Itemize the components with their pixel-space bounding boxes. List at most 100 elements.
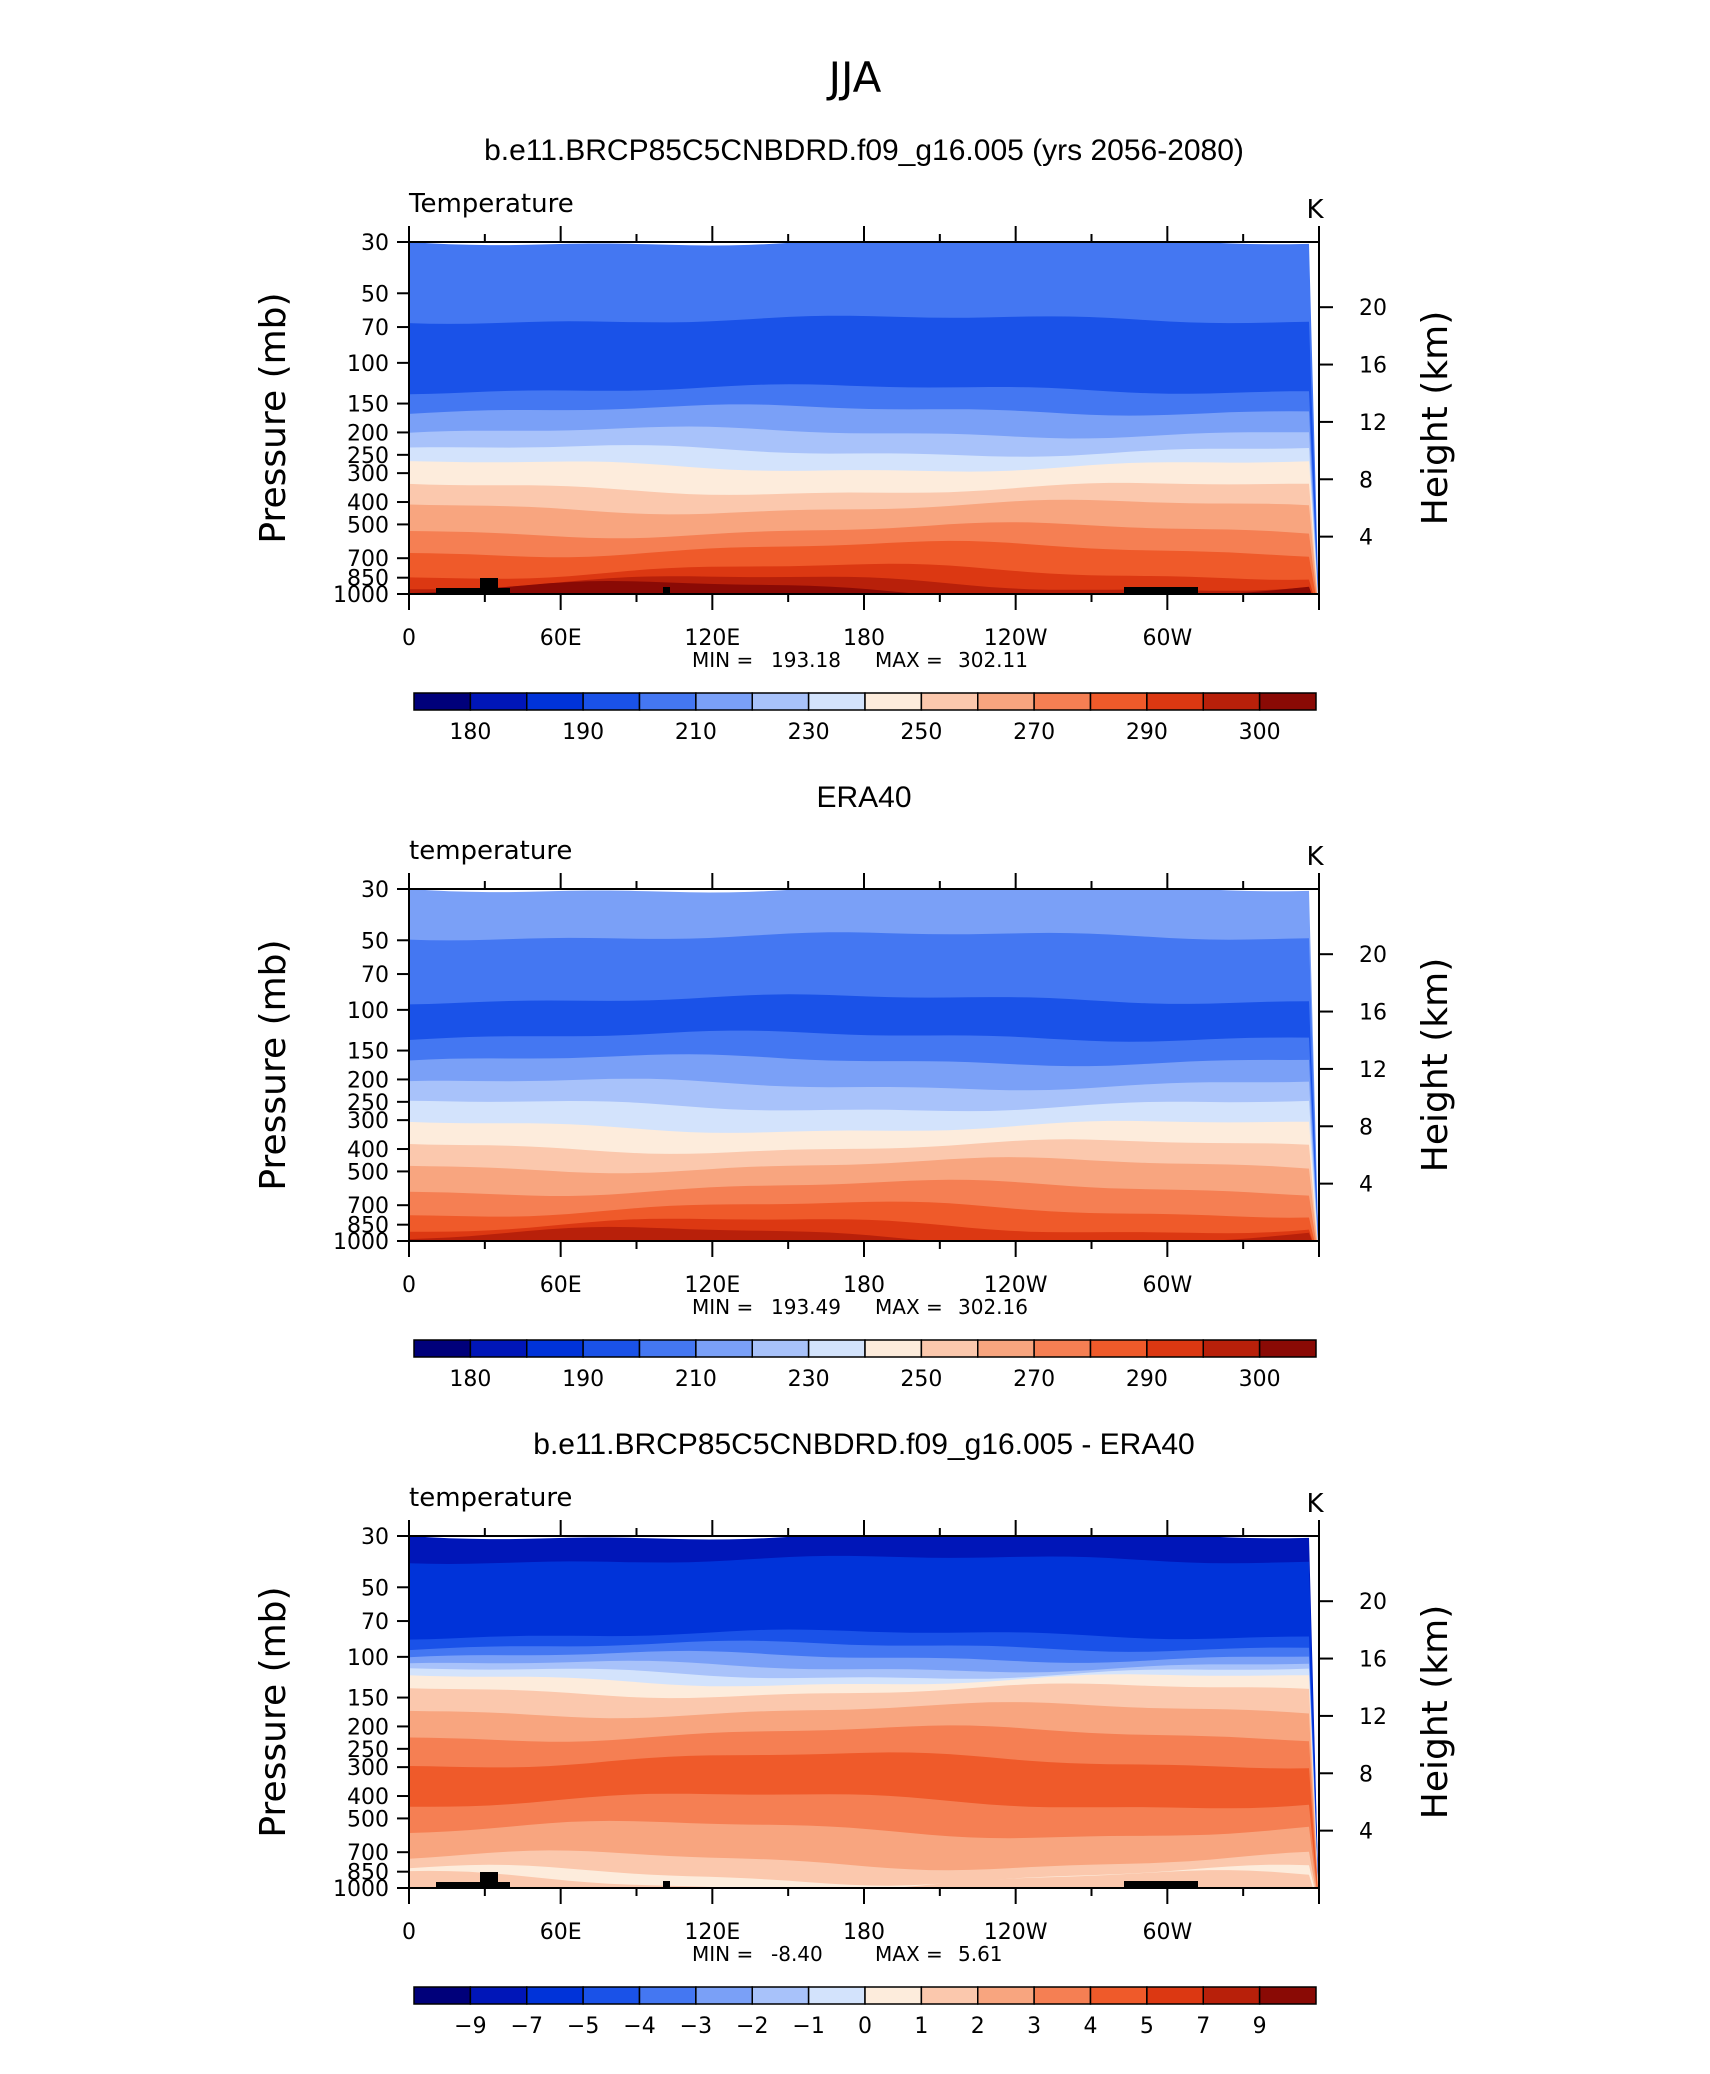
y-axis-title: Pressure (mb) [253, 1586, 294, 1837]
panel-3: b.e11.BRCP85C5CNBDRD.f09_g16.005 - ERA40… [253, 1428, 1456, 2039]
y-tick-label: 30 [361, 878, 389, 903]
contour-band [409, 581, 1312, 594]
y-tick-label: 500 [347, 1807, 389, 1832]
topography [1124, 1881, 1198, 1888]
colorbar-swatch [582, 692, 641, 711]
x-tick-label: 120W [984, 1920, 1048, 1945]
y-right-axis-title: Height (km) [1415, 1605, 1456, 1819]
colorbar-label: 270 [1013, 1367, 1055, 1392]
min-label: MIN = [692, 648, 753, 672]
colorbar: −9 −7 −5 −4 −3 −2 −1 0 1 2 3 4 5 7 9 [413, 1986, 1317, 2039]
colorbar-label: 3 [1027, 2014, 1041, 2039]
topography [480, 578, 498, 594]
colorbar-swatch [469, 692, 528, 711]
y-tick-label: 1000 [333, 1230, 389, 1255]
y-tick-label: 700 [347, 1194, 389, 1219]
colorbar-swatch [864, 1339, 923, 1358]
topography [436, 1882, 510, 1888]
colorbar-swatch [977, 1986, 1035, 2005]
variable-label: temperature [409, 1483, 572, 1513]
colorbar-swatch [864, 1986, 923, 2005]
colorbar-swatch [413, 1339, 472, 1358]
colorbar-swatch [1258, 692, 1317, 711]
topography [436, 588, 510, 594]
min-value: -8.40 [771, 1942, 823, 1966]
colorbar-swatch [1033, 1339, 1092, 1358]
y-right-tick-label: 4 [1359, 526, 1373, 551]
y-tick-label: 100 [347, 1646, 389, 1671]
y-right-tick-label: 12 [1359, 411, 1387, 436]
contour-band [409, 1870, 1313, 1888]
panel-title: b.e11.BRCP85C5CNBDRD.f09_g16.005 (yrs 20… [484, 134, 1244, 167]
y-tick-label: 500 [347, 513, 389, 538]
colorbar-label: 2 [971, 2014, 985, 2039]
x-tick-label: 0 [402, 1273, 416, 1298]
colorbar-swatch [977, 1339, 1035, 1358]
colorbar-swatch [582, 1986, 641, 2005]
colorbar-label: 230 [788, 720, 830, 745]
colorbar-swatch [1089, 1339, 1148, 1358]
variable-label: temperature [409, 836, 572, 866]
colorbar-swatch [638, 1986, 697, 2005]
y-tick-label: 850 [347, 567, 389, 592]
y-tick-label: 150 [347, 1040, 389, 1065]
colorbar-swatch [1202, 692, 1261, 711]
colorbar-swatch [413, 692, 472, 711]
max-label: MAX = [875, 1295, 943, 1319]
colorbar-label: −9 [454, 2014, 486, 2039]
y-right-tick-label: 12 [1359, 1058, 1387, 1083]
max-value: 5.61 [958, 1942, 1003, 1966]
panel-title: ERA40 [816, 781, 911, 814]
colorbar-swatch [526, 1986, 584, 2005]
colorbar-label: 290 [1126, 1367, 1168, 1392]
colorbar-label: −5 [567, 2014, 599, 2039]
y-tick-label: 30 [361, 1525, 389, 1550]
colorbar-swatch [1146, 692, 1204, 711]
y-tick-label: 200 [347, 421, 389, 446]
colorbar-label: −3 [680, 2014, 712, 2039]
y-tick-label: 300 [347, 462, 389, 487]
y-tick-label: 400 [347, 1138, 389, 1163]
y-tick-label: 150 [347, 393, 389, 418]
colorbar-label: 180 [449, 720, 491, 745]
y-tick-label: 700 [347, 547, 389, 572]
y-right-tick-label: 20 [1359, 1590, 1387, 1615]
topography [663, 587, 670, 594]
colorbar-label: −7 [511, 2014, 543, 2039]
colorbar-label: 210 [675, 1367, 717, 1392]
contour-fills [409, 889, 1319, 1241]
min-label: MIN = [692, 1942, 753, 1966]
colorbar-label: 1 [914, 2014, 928, 2039]
colorbar-swatch [1146, 1986, 1204, 2005]
colorbar-label: −1 [792, 2014, 824, 2039]
y-tick-label: 250 [347, 1091, 389, 1116]
colorbar-swatch [638, 692, 697, 711]
y-tick-label: 200 [347, 1715, 389, 1740]
y-right-axis-title: Height (km) [1415, 311, 1456, 525]
x-tick-label: 60E [540, 626, 582, 651]
max-value: 302.16 [958, 1295, 1028, 1319]
colorbar-label: 190 [562, 1367, 604, 1392]
y-tick-label: 50 [361, 1576, 389, 1601]
colorbar-swatch [1089, 1986, 1148, 2005]
colorbar-label: 250 [900, 720, 942, 745]
y-tick-label: 70 [361, 963, 389, 988]
colorbar-swatch [638, 1339, 697, 1358]
min-value: 193.18 [771, 648, 841, 672]
panels: b.e11.BRCP85C5CNBDRD.f09_g16.005 (yrs 20… [253, 134, 1456, 2039]
colorbar-label: 210 [675, 720, 717, 745]
x-tick-label: 180 [843, 1273, 885, 1298]
units-label: K [1306, 1489, 1324, 1519]
y-tick-label: 300 [347, 1109, 389, 1134]
x-tick-label: 120E [684, 1920, 740, 1945]
y-right-tick-label: 12 [1359, 1705, 1387, 1730]
y-tick-label: 250 [347, 444, 389, 469]
y-tick-label: 700 [347, 1841, 389, 1866]
y-tick-label: 1000 [333, 1877, 389, 1902]
colorbar-label: 4 [1084, 2014, 1098, 2039]
max-label: MAX = [875, 1942, 943, 1966]
colorbar-swatch [807, 692, 866, 711]
colorbar-swatch [1258, 1986, 1317, 2005]
y-tick-label: 70 [361, 316, 389, 341]
